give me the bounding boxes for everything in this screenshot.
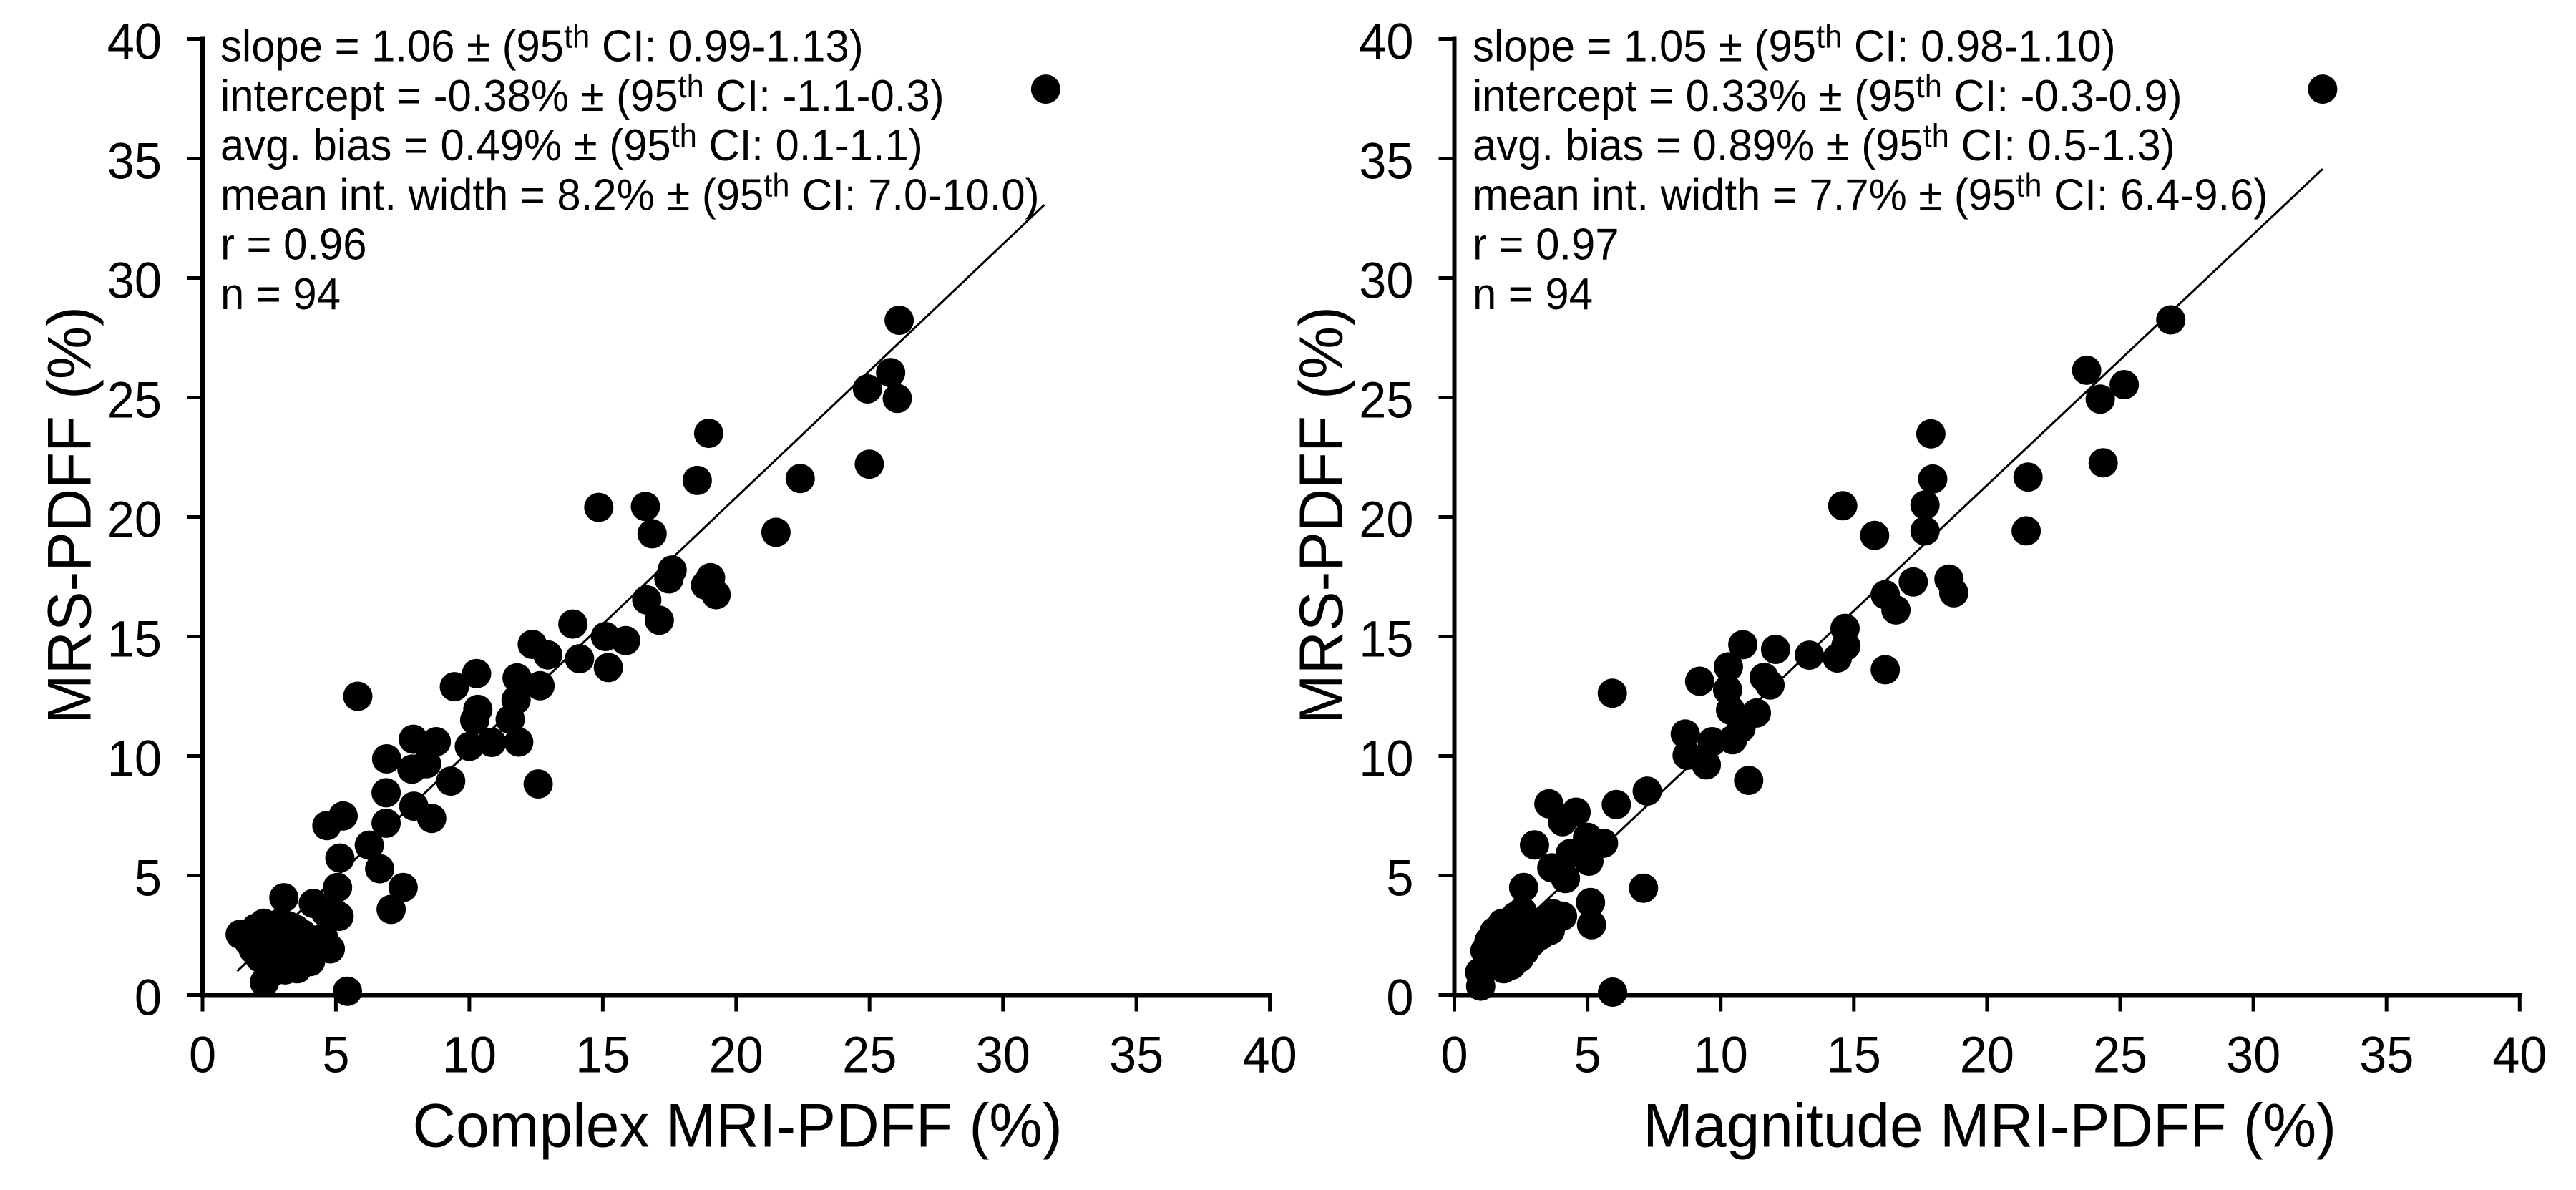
svg-text:15: 15 (1359, 610, 1413, 667)
svg-text:10: 10 (442, 1026, 497, 1083)
svg-text:0: 0 (135, 969, 162, 1025)
svg-text:20: 20 (1960, 1026, 2014, 1083)
svg-text:intercept = -0.38% ± (95th CI: intercept = -0.38% ± (95th CI: -1.1-0.3) (220, 69, 945, 120)
svg-text:Complex MRI-PDFF (%): Complex MRI-PDFF (%) (412, 1091, 1062, 1160)
svg-text:20: 20 (709, 1026, 763, 1083)
svg-text:5: 5 (1574, 1026, 1601, 1083)
svg-text:n = 94: n = 94 (1473, 269, 1593, 318)
svg-text:Magnitude MRI-PDFF (%): Magnitude MRI-PDFF (%) (1643, 1091, 2336, 1160)
svg-text:10: 10 (1694, 1026, 1748, 1083)
svg-text:30: 30 (1359, 252, 1413, 308)
svg-text:r = 0.97: r = 0.97 (1473, 220, 1619, 269)
svg-text:20: 20 (107, 491, 162, 547)
svg-text:15: 15 (1827, 1026, 1881, 1083)
svg-text:25: 25 (842, 1026, 897, 1083)
svg-text:15: 15 (107, 610, 162, 667)
svg-text:5: 5 (135, 849, 162, 906)
svg-text:r = 0.96: r = 0.96 (220, 220, 367, 269)
svg-text:5: 5 (1386, 849, 1413, 906)
svg-text:35: 35 (1359, 132, 1413, 189)
svg-text:25: 25 (1359, 371, 1413, 428)
svg-text:35: 35 (107, 132, 162, 189)
svg-text:slope = 1.05 ± (95th CI: 0.98: slope = 1.05 ± (95th CI: 0.98-1.10) (1473, 19, 2116, 71)
svg-text:n = 94: n = 94 (220, 269, 341, 318)
svg-text:15: 15 (575, 1026, 630, 1083)
svg-text:10: 10 (107, 730, 162, 786)
svg-text:30: 30 (976, 1026, 1030, 1083)
svg-text:40: 40 (2492, 1026, 2547, 1083)
svg-text:mean int. width = 7.7% ± (95th: mean int. width = 7.7% ± (95th CI: 6.4-9… (1473, 168, 2268, 220)
svg-text:35: 35 (1109, 1026, 1163, 1083)
svg-text:35: 35 (2359, 1026, 2414, 1083)
svg-text:30: 30 (107, 252, 162, 308)
svg-text:5: 5 (322, 1026, 349, 1083)
svg-text:40: 40 (1243, 1026, 1297, 1083)
svg-text:0: 0 (189, 1026, 216, 1083)
svg-text:20: 20 (1359, 491, 1413, 547)
svg-text:mean int. width = 8.2% ± (95th: mean int. width = 8.2% ± (95th CI: 7.0-1… (220, 168, 1040, 220)
svg-text:slope = 1.06 ± (95th CI: 0.99: slope = 1.06 ± (95th CI: 0.99-1.13) (220, 19, 864, 71)
svg-text:40: 40 (1359, 13, 1413, 69)
svg-text:intercept = 0.33% ± (95th CI:: intercept = 0.33% ± (95th CI: -0.3-0.9) (1473, 69, 2182, 120)
svg-text:25: 25 (107, 371, 162, 428)
svg-text:MRS-PDFF (%): MRS-PDFF (%) (34, 306, 103, 724)
svg-text:avg. bias = 0.89% ± (95th CI:: avg. bias = 0.89% ± (95th CI: 0.5-1.3) (1473, 118, 2175, 170)
svg-text:10: 10 (1359, 730, 1413, 786)
svg-text:40: 40 (107, 13, 162, 69)
svg-text:MRS-PDFF (%): MRS-PDFF (%) (1287, 306, 1355, 724)
svg-text:0: 0 (1386, 969, 1413, 1025)
svg-text:avg. bias = 0.49% ± (95th CI:: avg. bias = 0.49% ± (95th CI: 0.1-1.1) (220, 118, 923, 170)
svg-text:25: 25 (2093, 1026, 2147, 1083)
svg-text:0: 0 (1440, 1026, 1468, 1083)
svg-text:30: 30 (2226, 1026, 2280, 1083)
